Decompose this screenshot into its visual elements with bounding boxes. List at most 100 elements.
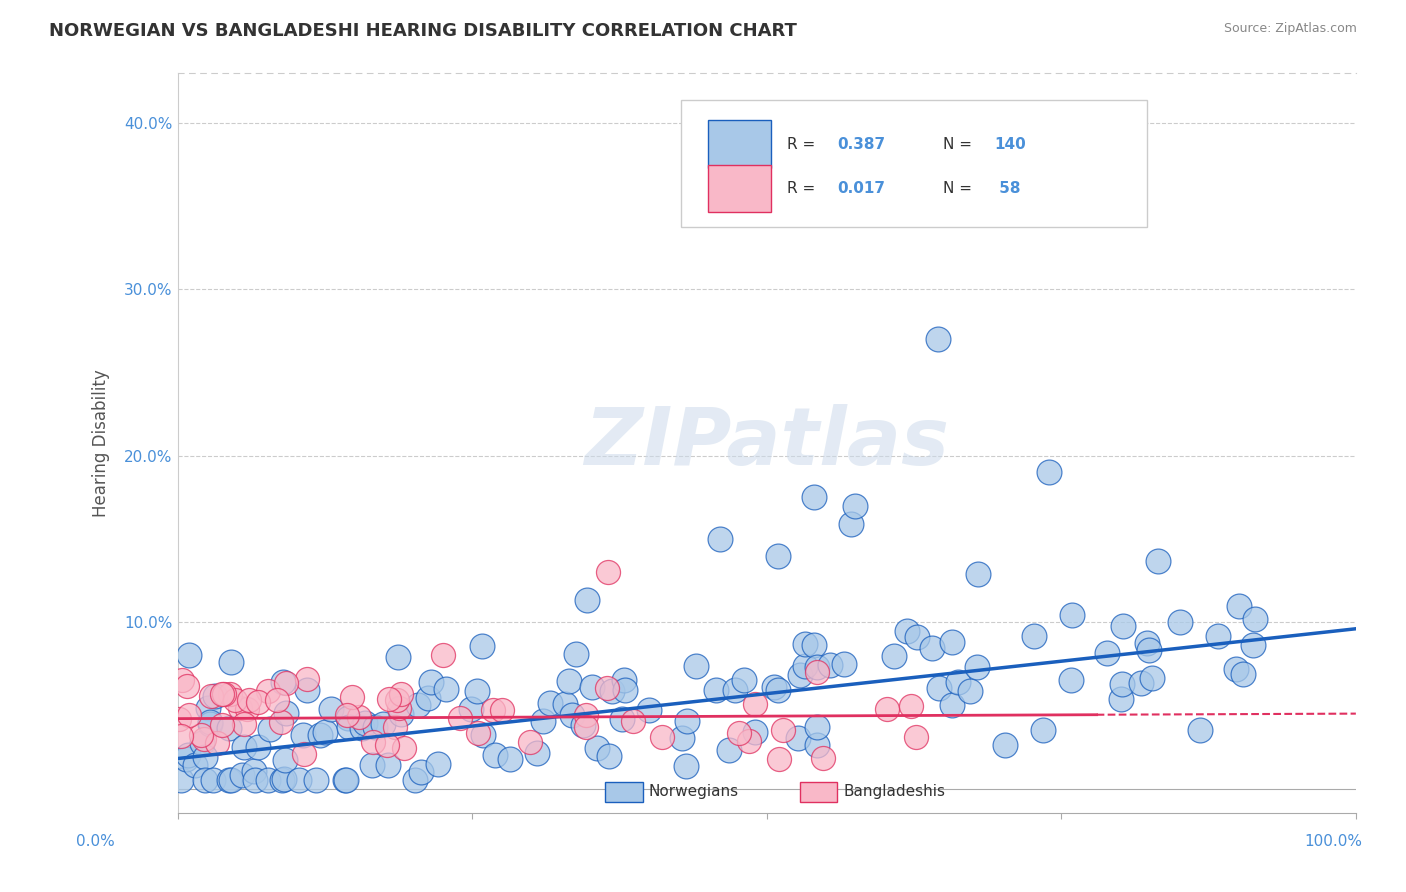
Point: [738, 734, 761, 748]
Point: [704, 683, 727, 698]
Point: [927, 332, 949, 346]
Point: [387, 693, 409, 707]
Text: 0.017: 0.017: [838, 181, 886, 196]
Point: [839, 517, 862, 532]
Point: [294, 747, 316, 762]
Point: [291, 728, 314, 742]
Point: [190, 728, 212, 742]
Point: [406, 698, 429, 712]
Point: [375, 738, 398, 752]
Point: [491, 703, 513, 717]
Point: [221, 773, 243, 788]
Point: [575, 719, 598, 733]
Point: [170, 673, 193, 688]
Point: [1095, 647, 1118, 661]
Point: [174, 752, 197, 766]
FancyBboxPatch shape: [707, 165, 772, 212]
Point: [896, 624, 918, 638]
Point: [434, 681, 457, 696]
Point: [266, 692, 288, 706]
Point: [499, 752, 522, 766]
Point: [832, 657, 855, 671]
Point: [613, 673, 636, 687]
Point: [561, 707, 583, 722]
Point: [685, 658, 707, 673]
Point: [586, 741, 609, 756]
Point: [675, 758, 697, 772]
Point: [274, 753, 297, 767]
Point: [204, 689, 226, 703]
Y-axis label: Hearing Disability: Hearing Disability: [93, 369, 110, 517]
FancyBboxPatch shape: [606, 782, 643, 802]
Point: [818, 658, 841, 673]
Point: [793, 637, 815, 651]
Point: [273, 675, 295, 690]
Point: [232, 717, 254, 731]
Point: [941, 634, 963, 648]
Point: [598, 748, 620, 763]
Point: [377, 758, 399, 772]
Point: [557, 674, 579, 689]
FancyBboxPatch shape: [707, 120, 772, 168]
Point: [420, 675, 443, 690]
Point: [806, 665, 828, 679]
Point: [194, 750, 217, 764]
Point: [876, 701, 898, 715]
Point: [789, 668, 811, 682]
Point: [966, 660, 988, 674]
Point: [1136, 636, 1159, 650]
Point: [1060, 673, 1083, 687]
Point: [274, 706, 297, 720]
Point: [768, 549, 790, 563]
Point: [295, 672, 318, 686]
Point: [671, 731, 693, 746]
Point: [806, 659, 828, 673]
Point: [336, 708, 359, 723]
Point: [384, 720, 406, 734]
Point: [900, 699, 922, 714]
Point: [388, 701, 411, 715]
Point: [221, 655, 243, 669]
Point: [994, 738, 1017, 752]
Point: [177, 747, 200, 762]
Point: [596, 565, 619, 579]
Point: [232, 740, 254, 755]
Point: [484, 747, 506, 762]
Point: [354, 716, 377, 731]
Point: [467, 725, 489, 739]
Point: [177, 708, 200, 723]
Point: [1111, 619, 1133, 633]
Point: [718, 742, 741, 756]
Point: [211, 687, 233, 701]
Point: [575, 707, 598, 722]
Point: [1038, 466, 1060, 480]
Point: [803, 638, 825, 652]
Point: [766, 683, 789, 698]
Point: [347, 710, 370, 724]
Point: [921, 641, 943, 656]
Point: [928, 681, 950, 695]
Point: [449, 711, 471, 725]
Point: [274, 676, 297, 690]
Point: [676, 714, 699, 728]
Point: [621, 714, 644, 728]
FancyBboxPatch shape: [681, 101, 1147, 227]
Point: [471, 639, 494, 653]
Point: [554, 698, 576, 712]
Point: [1060, 607, 1083, 622]
Point: [387, 649, 409, 664]
Point: [967, 567, 990, 582]
Text: N =: N =: [943, 136, 977, 152]
Point: [335, 773, 357, 788]
Point: [1137, 642, 1160, 657]
Text: 100.0%: 100.0%: [1303, 834, 1362, 848]
Point: [1111, 677, 1133, 691]
Point: [361, 735, 384, 749]
Text: R =: R =: [787, 181, 820, 196]
Point: [1109, 692, 1132, 706]
Point: [744, 697, 766, 711]
Point: [1232, 667, 1254, 681]
Point: [218, 722, 240, 736]
Point: [270, 715, 292, 730]
Point: [1208, 629, 1230, 643]
